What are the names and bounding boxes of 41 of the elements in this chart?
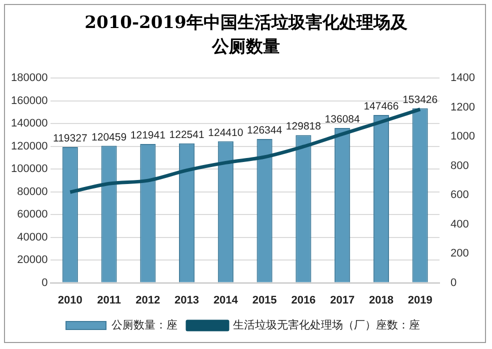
- y-tick-label: 180000: [10, 72, 48, 84]
- text: 119327: [53, 132, 88, 145]
- text: 136084: [324, 114, 360, 126]
- x-tick-label: 2011: [97, 294, 121, 306]
- x-tick-label: 2017: [330, 294, 355, 306]
- text: 129818: [286, 120, 321, 133]
- y2-tick-label: 0: [450, 276, 457, 289]
- y-tick-label: 60000: [17, 208, 48, 221]
- text: 126344: [247, 124, 282, 137]
- y2-tick-label: 1200: [450, 101, 476, 114]
- y2-tick-label: 400: [450, 218, 469, 230]
- x-tick-label: 2018: [368, 294, 394, 306]
- chart-title: 2010-2019年中国生活垃圾害化处理场及公厕数量: [84, 12, 408, 59]
- y2-tick-label: 800: [450, 160, 469, 172]
- y2-tick-label: 1400: [450, 72, 476, 84]
- text: 124410: [208, 126, 244, 139]
- y2-tick-label: 1000: [450, 130, 476, 143]
- y-tick-label: 40000: [17, 231, 48, 244]
- text: 122541: [169, 129, 204, 142]
- y-tick-label: 80000: [17, 186, 48, 198]
- y-tick-label: 0: [42, 276, 48, 289]
- y-tick-label: 140000: [10, 118, 48, 130]
- x-tick-label: 2016: [291, 294, 316, 306]
- text: 147466: [364, 100, 399, 113]
- text: 121941: [130, 130, 166, 142]
- legend-label: 生活垃圾无害化处理场（厂）座数：座: [233, 318, 420, 332]
- text: 153426: [402, 94, 438, 106]
- legend-label: 公厕数量：座: [112, 318, 178, 332]
- x-tick-label: 2010: [58, 294, 82, 306]
- text: 120459: [92, 131, 127, 144]
- y2-tick-label: 200: [450, 248, 469, 260]
- x-tick-label: 2013: [174, 294, 200, 306]
- y-tick-label: 120000: [10, 140, 48, 152]
- y-tick-label: 160000: [10, 94, 48, 107]
- y-tick-label: 20000: [17, 254, 48, 266]
- x-tick-label: 2015: [252, 294, 277, 306]
- x-tick-label: 2019: [408, 294, 432, 306]
- y-tick-label: 100000: [10, 163, 48, 176]
- x-tick-label: 2012: [136, 294, 160, 306]
- x-tick-label: 2014: [213, 294, 239, 306]
- y2-tick-label: 600: [450, 189, 469, 202]
